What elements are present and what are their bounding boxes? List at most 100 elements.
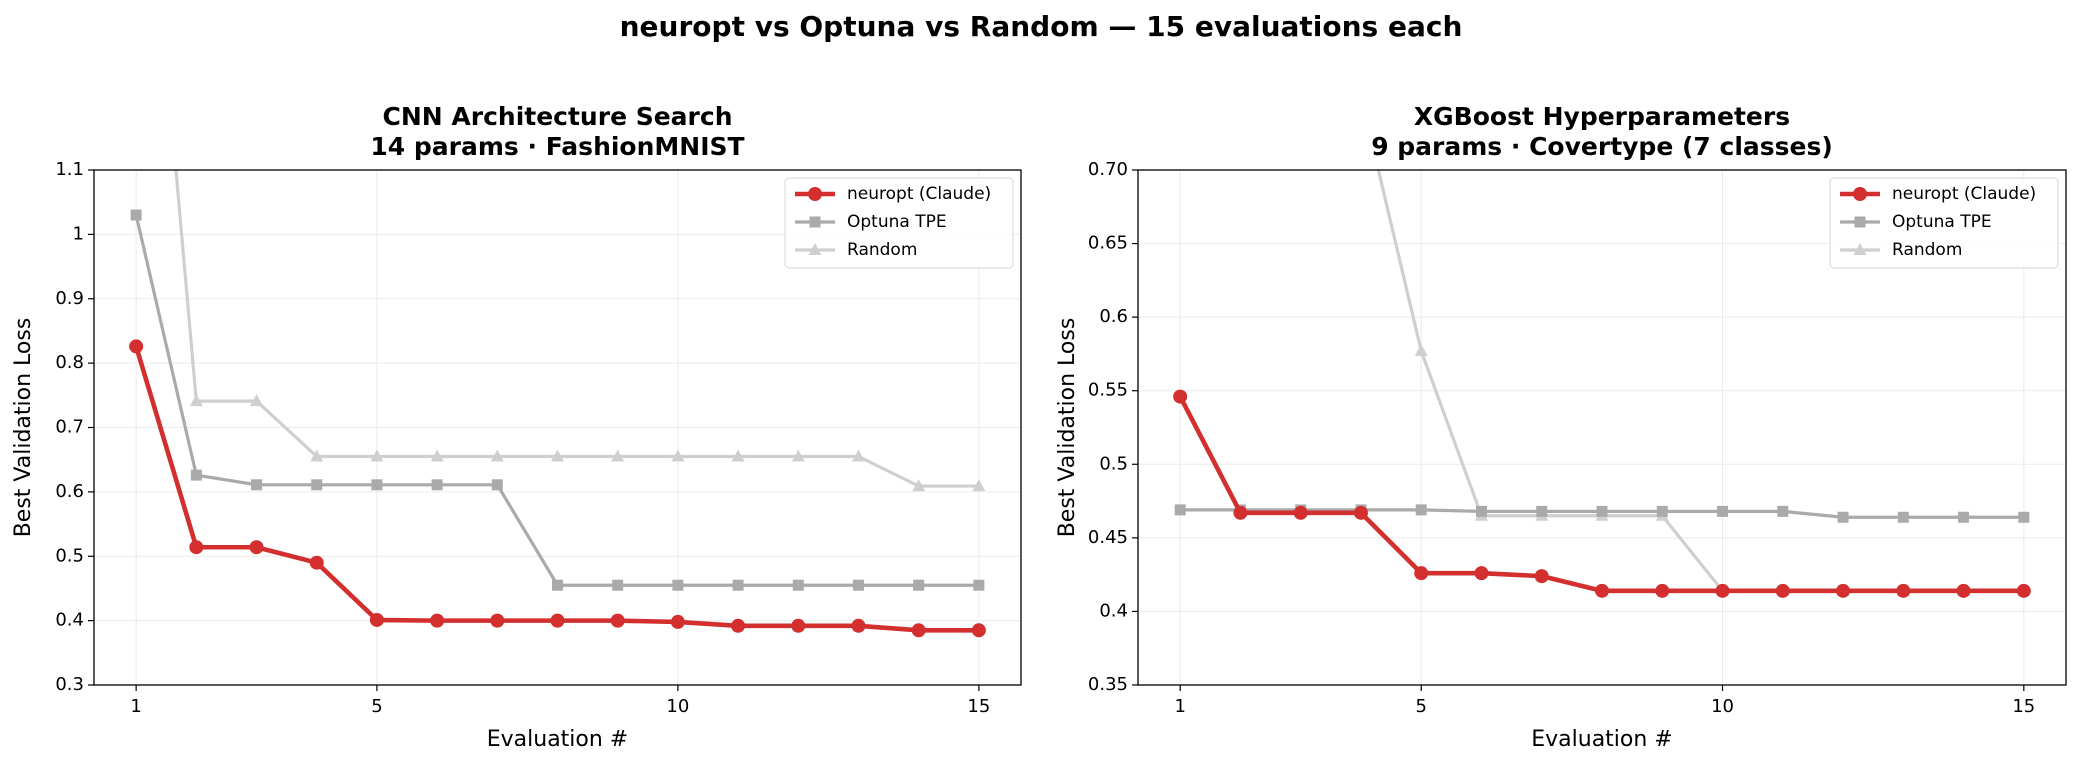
legend-marker <box>808 187 822 201</box>
plot-frame <box>1137 169 2067 686</box>
legend-marker <box>1853 243 1867 255</box>
marker <box>129 339 144 354</box>
chart-title: 14 params · FashionMNIST <box>370 132 744 161</box>
y-tick-label: 1 <box>73 223 84 244</box>
marker <box>552 579 563 591</box>
x-tick-label: 10 <box>1711 696 1734 717</box>
series <box>1173 389 2031 598</box>
marker <box>490 449 504 462</box>
marker <box>1836 583 1851 598</box>
legend: neuropt (Claude) Optuna TPE Random <box>784 177 1014 269</box>
y-tick-label: 0.70 <box>1088 159 1128 180</box>
y-tick-label: 0.35 <box>1088 674 1128 695</box>
marker <box>671 449 685 462</box>
legend-label: neuropt (Claude) <box>847 184 991 204</box>
marker <box>490 613 505 628</box>
marker <box>1293 505 1308 520</box>
y-tick-label: 0.8 <box>55 352 84 373</box>
marker <box>913 579 925 591</box>
line <box>134 214 979 587</box>
marker <box>189 394 203 407</box>
marker <box>309 555 324 570</box>
marker <box>430 449 444 462</box>
y-tick-label: 0.5 <box>55 545 84 566</box>
y-tick-label: 0.6 <box>55 481 84 502</box>
legend-marker <box>1853 187 1867 201</box>
line <box>1178 395 2024 594</box>
marker <box>130 209 142 221</box>
marker <box>1656 505 1668 517</box>
y-tick-label: 0.4 <box>55 610 84 631</box>
marker <box>310 449 324 462</box>
marker <box>1775 583 1790 598</box>
marker <box>1596 505 1608 517</box>
marker <box>1896 583 1911 598</box>
legend-marker <box>808 243 822 255</box>
marker <box>369 612 384 627</box>
marker <box>852 579 864 591</box>
y-tick-label: 0.7 <box>55 417 84 438</box>
marker <box>1475 505 1487 517</box>
marker <box>1715 583 1730 598</box>
legend-marker <box>1854 216 1866 228</box>
series <box>174 170 986 492</box>
marker <box>1655 583 1670 598</box>
marker <box>1534 569 1549 584</box>
legend-box <box>1829 177 2059 269</box>
marker <box>851 618 866 633</box>
marker <box>612 579 624 591</box>
y-axis-label: Best Validation Loss <box>11 318 36 538</box>
marker <box>670 614 685 629</box>
marker <box>1958 511 1970 523</box>
marker <box>672 579 684 591</box>
legend: neuropt (Claude) Optuna TPE Random <box>1829 177 2059 269</box>
marker <box>971 623 986 638</box>
x-tick-label: 1 <box>130 696 141 717</box>
marker <box>732 579 744 591</box>
y-tick-label: 0.3 <box>55 674 84 695</box>
marker <box>1353 505 1368 520</box>
y-tick-label: 0.65 <box>1088 233 1128 254</box>
y-tick-label: 0.9 <box>55 288 84 309</box>
series <box>129 339 986 638</box>
marker <box>1897 511 1909 523</box>
marker <box>911 623 926 638</box>
marker <box>1777 505 1789 517</box>
x-axis-label: Evaluation # <box>487 727 629 752</box>
marker <box>1354 89 1367 101</box>
marker <box>1173 389 1188 404</box>
legend-box <box>784 177 1014 269</box>
legend-label: Random <box>1892 240 1962 260</box>
marker <box>1595 583 1609 598</box>
x-tick-label: 10 <box>666 696 689 717</box>
x-tick-label: 15 <box>967 696 990 717</box>
marker <box>1414 566 1429 581</box>
x-tick-label: 1 <box>1174 696 1185 717</box>
marker <box>610 613 625 628</box>
marker <box>792 579 804 591</box>
legend-label: neuropt (Claude) <box>1892 184 2036 204</box>
plot-frame <box>93 169 1022 686</box>
marker <box>791 449 805 462</box>
marker <box>249 540 264 555</box>
chart-title: XGBoost Hyperparameters <box>1414 102 1790 131</box>
marker <box>250 394 264 407</box>
x-tick-label: 15 <box>2012 696 2035 717</box>
y-tick-label: 0.5 <box>1099 453 1128 474</box>
y-tick-label: 1.1 <box>55 159 84 180</box>
y-tick-label: 0.4 <box>1099 600 1128 621</box>
marker <box>912 479 926 492</box>
marker <box>1414 343 1428 356</box>
x-tick-label: 5 <box>1415 696 1426 717</box>
y-tick-label: 0.6 <box>1099 306 1128 327</box>
marker <box>611 449 625 462</box>
marker <box>791 618 806 633</box>
marker <box>731 449 745 462</box>
marker <box>431 479 443 491</box>
marker <box>251 479 263 491</box>
marker <box>731 618 746 633</box>
y-axis-label: Best Validation Loss <box>1055 318 1080 538</box>
marker <box>551 449 564 462</box>
